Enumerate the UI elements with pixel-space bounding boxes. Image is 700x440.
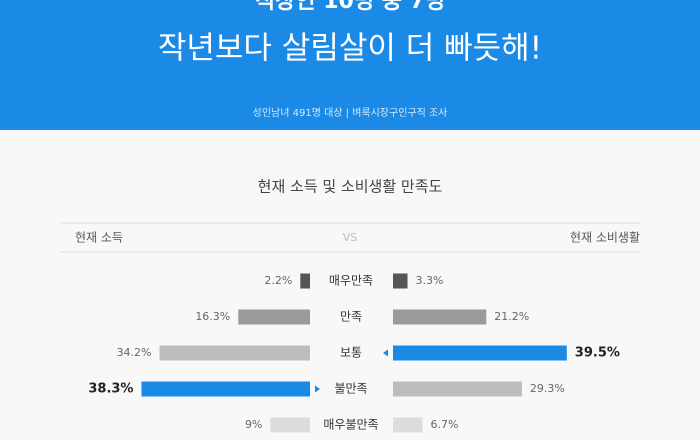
chart-title: 현재 소득 및 소비생활 만족도	[258, 178, 443, 196]
category-label: 불만족	[334, 382, 367, 396]
bar	[393, 381, 522, 397]
value-label: 39.5%	[575, 346, 620, 361]
vs-label: VS	[343, 231, 358, 244]
value-label: 34.2%	[117, 346, 152, 359]
bar	[393, 273, 408, 289]
body-band	[0, 130, 700, 440]
legend-right: 현재 소비생활	[570, 231, 640, 245]
value-label: 16.3%	[195, 310, 230, 323]
bar	[270, 417, 310, 433]
pointer	[383, 349, 388, 357]
bar	[393, 345, 567, 361]
value-label: 2.2%	[264, 274, 292, 287]
category-label: 만족	[340, 310, 362, 324]
value-label: 3.3%	[416, 274, 444, 287]
overline: 직장인 10명 중 7명	[255, 0, 445, 14]
pointer	[315, 385, 320, 393]
legend-left: 현재 소득	[75, 231, 123, 245]
headline: 작년보다 살림살이 더 빠듯해!	[158, 31, 542, 67]
header-band	[0, 0, 700, 130]
bar	[238, 309, 310, 325]
bar	[393, 309, 487, 325]
bar	[141, 381, 310, 397]
category-label: 매우불만족	[323, 418, 378, 432]
value-label: 21.2%	[494, 310, 529, 323]
value-label: 29.3%	[530, 382, 565, 395]
category-label: 매우만족	[329, 274, 373, 288]
bar	[300, 273, 310, 289]
bar	[393, 417, 423, 433]
value-label: 9%	[245, 418, 262, 431]
subtitle: 성인남녀 491명 대상 | 벼룩시장구인구직 조사	[253, 107, 448, 119]
category-label: 보통	[340, 346, 362, 360]
bar	[159, 345, 310, 361]
value-label: 38.3%	[88, 382, 133, 397]
value-label: 6.7%	[430, 418, 458, 431]
